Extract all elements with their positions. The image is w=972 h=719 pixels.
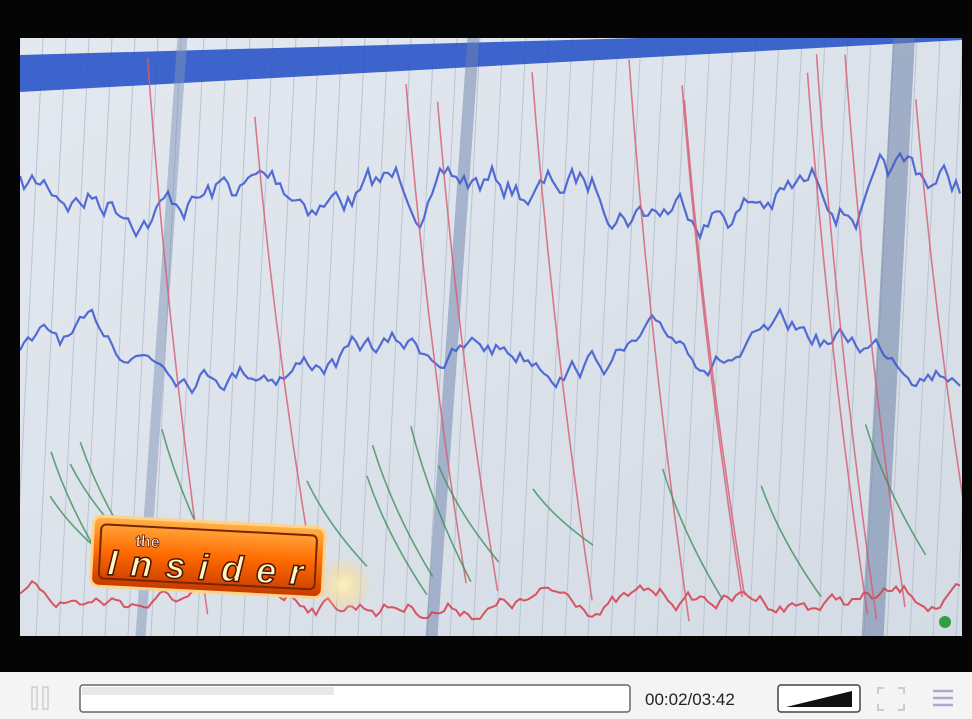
trace: [306, 480, 368, 567]
fullscreen-icon[interactable]: [877, 687, 905, 711]
trace: [683, 99, 746, 596]
trace: [254, 116, 316, 581]
trace: [806, 72, 869, 615]
grid-line: [449, 38, 481, 636]
grid-line: [58, 38, 90, 636]
stripe: [135, 38, 188, 636]
logo-badge: [89, 514, 327, 600]
fullscreen-button[interactable]: [877, 687, 905, 711]
trace: [815, 54, 878, 620]
menu-button[interactable]: [933, 689, 953, 707]
trace: [20, 307, 961, 395]
trace: [681, 85, 743, 598]
grid-line: [955, 506, 962, 636]
trace: [371, 444, 434, 578]
grid-line: [725, 38, 757, 636]
grid-line: [702, 38, 734, 636]
grid-line: [817, 38, 849, 636]
trace: [760, 485, 822, 598]
stripe: [861, 38, 916, 636]
grid-line: [564, 38, 596, 636]
grid-line: [633, 38, 665, 636]
trace: [661, 468, 724, 601]
logo: the Insider: [89, 514, 372, 614]
trace: [532, 488, 594, 546]
trace: [405, 84, 467, 584]
grid-line: [748, 38, 780, 636]
trace: [864, 424, 927, 556]
progress-buffer: [82, 687, 334, 695]
grid-line: [426, 38, 458, 636]
volume-level: [786, 691, 852, 707]
trace: [20, 151, 962, 241]
grid-line: [840, 38, 872, 636]
logo-inner: [97, 523, 318, 591]
trace: [531, 72, 593, 601]
grid-line: [587, 38, 619, 636]
grid-line: [357, 38, 389, 636]
grid-line: [932, 47, 962, 636]
pause-bar[interactable]: [31, 686, 38, 710]
trace: [844, 54, 906, 608]
pause-bar[interactable]: [42, 686, 49, 710]
grid-line: [886, 38, 918, 636]
grid-line: [334, 38, 366, 636]
trace: [410, 426, 472, 583]
grid-line: [610, 38, 642, 636]
trace: [437, 465, 500, 563]
trace: [366, 475, 428, 596]
trace: [436, 101, 499, 592]
trace: [628, 59, 690, 622]
time-display: 00:02/03:42: [645, 690, 735, 709]
traces: [20, 54, 962, 622]
grid-line: [679, 38, 711, 636]
logo-glow: [315, 557, 372, 614]
grid-line: [495, 38, 527, 636]
trace: [915, 99, 962, 499]
pause-button[interactable]: [31, 686, 49, 710]
grid-line: [380, 38, 412, 636]
grid-line: [518, 38, 550, 636]
logo-small: the: [135, 533, 160, 551]
stripe: [425, 38, 480, 636]
indicator: [939, 616, 951, 628]
grid-line: [403, 38, 435, 636]
grid-line: [771, 38, 803, 636]
grid-line: [794, 38, 826, 636]
trace: [20, 573, 961, 621]
grid-line: [81, 38, 113, 636]
blue-band: [20, 38, 962, 92]
grid-line: [35, 38, 67, 636]
